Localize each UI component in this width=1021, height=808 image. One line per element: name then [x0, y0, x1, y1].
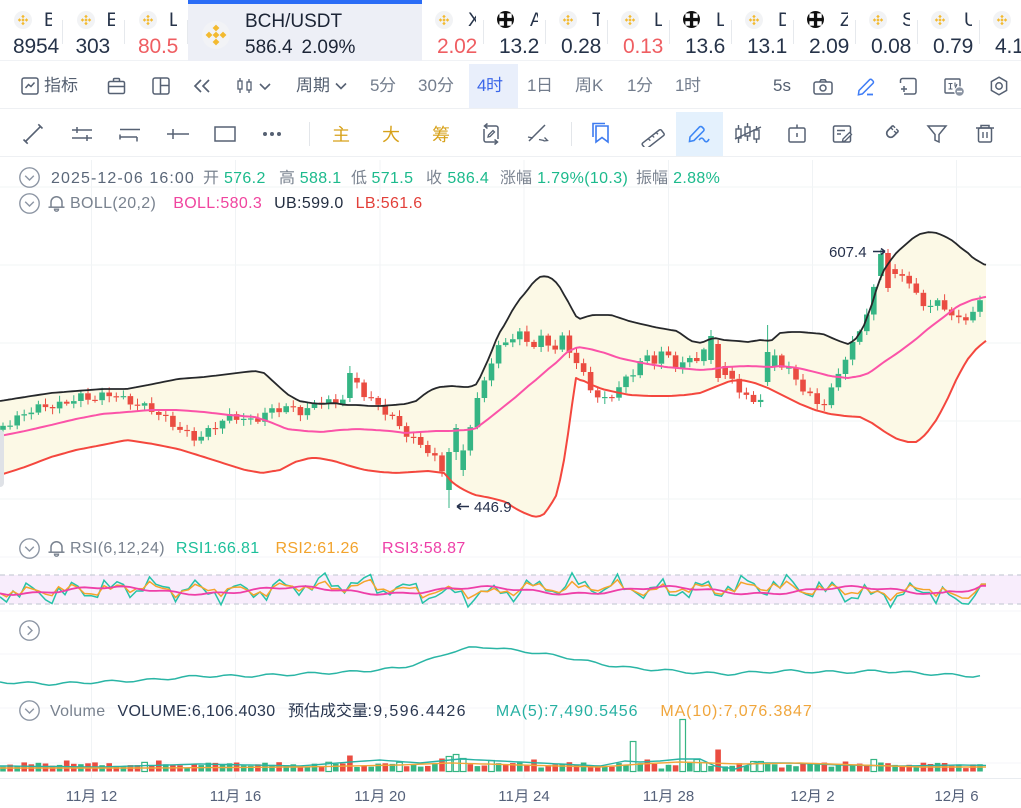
- svg-text:607.4: 607.4: [829, 244, 867, 261]
- svg-text:446.9: 446.9: [474, 499, 512, 516]
